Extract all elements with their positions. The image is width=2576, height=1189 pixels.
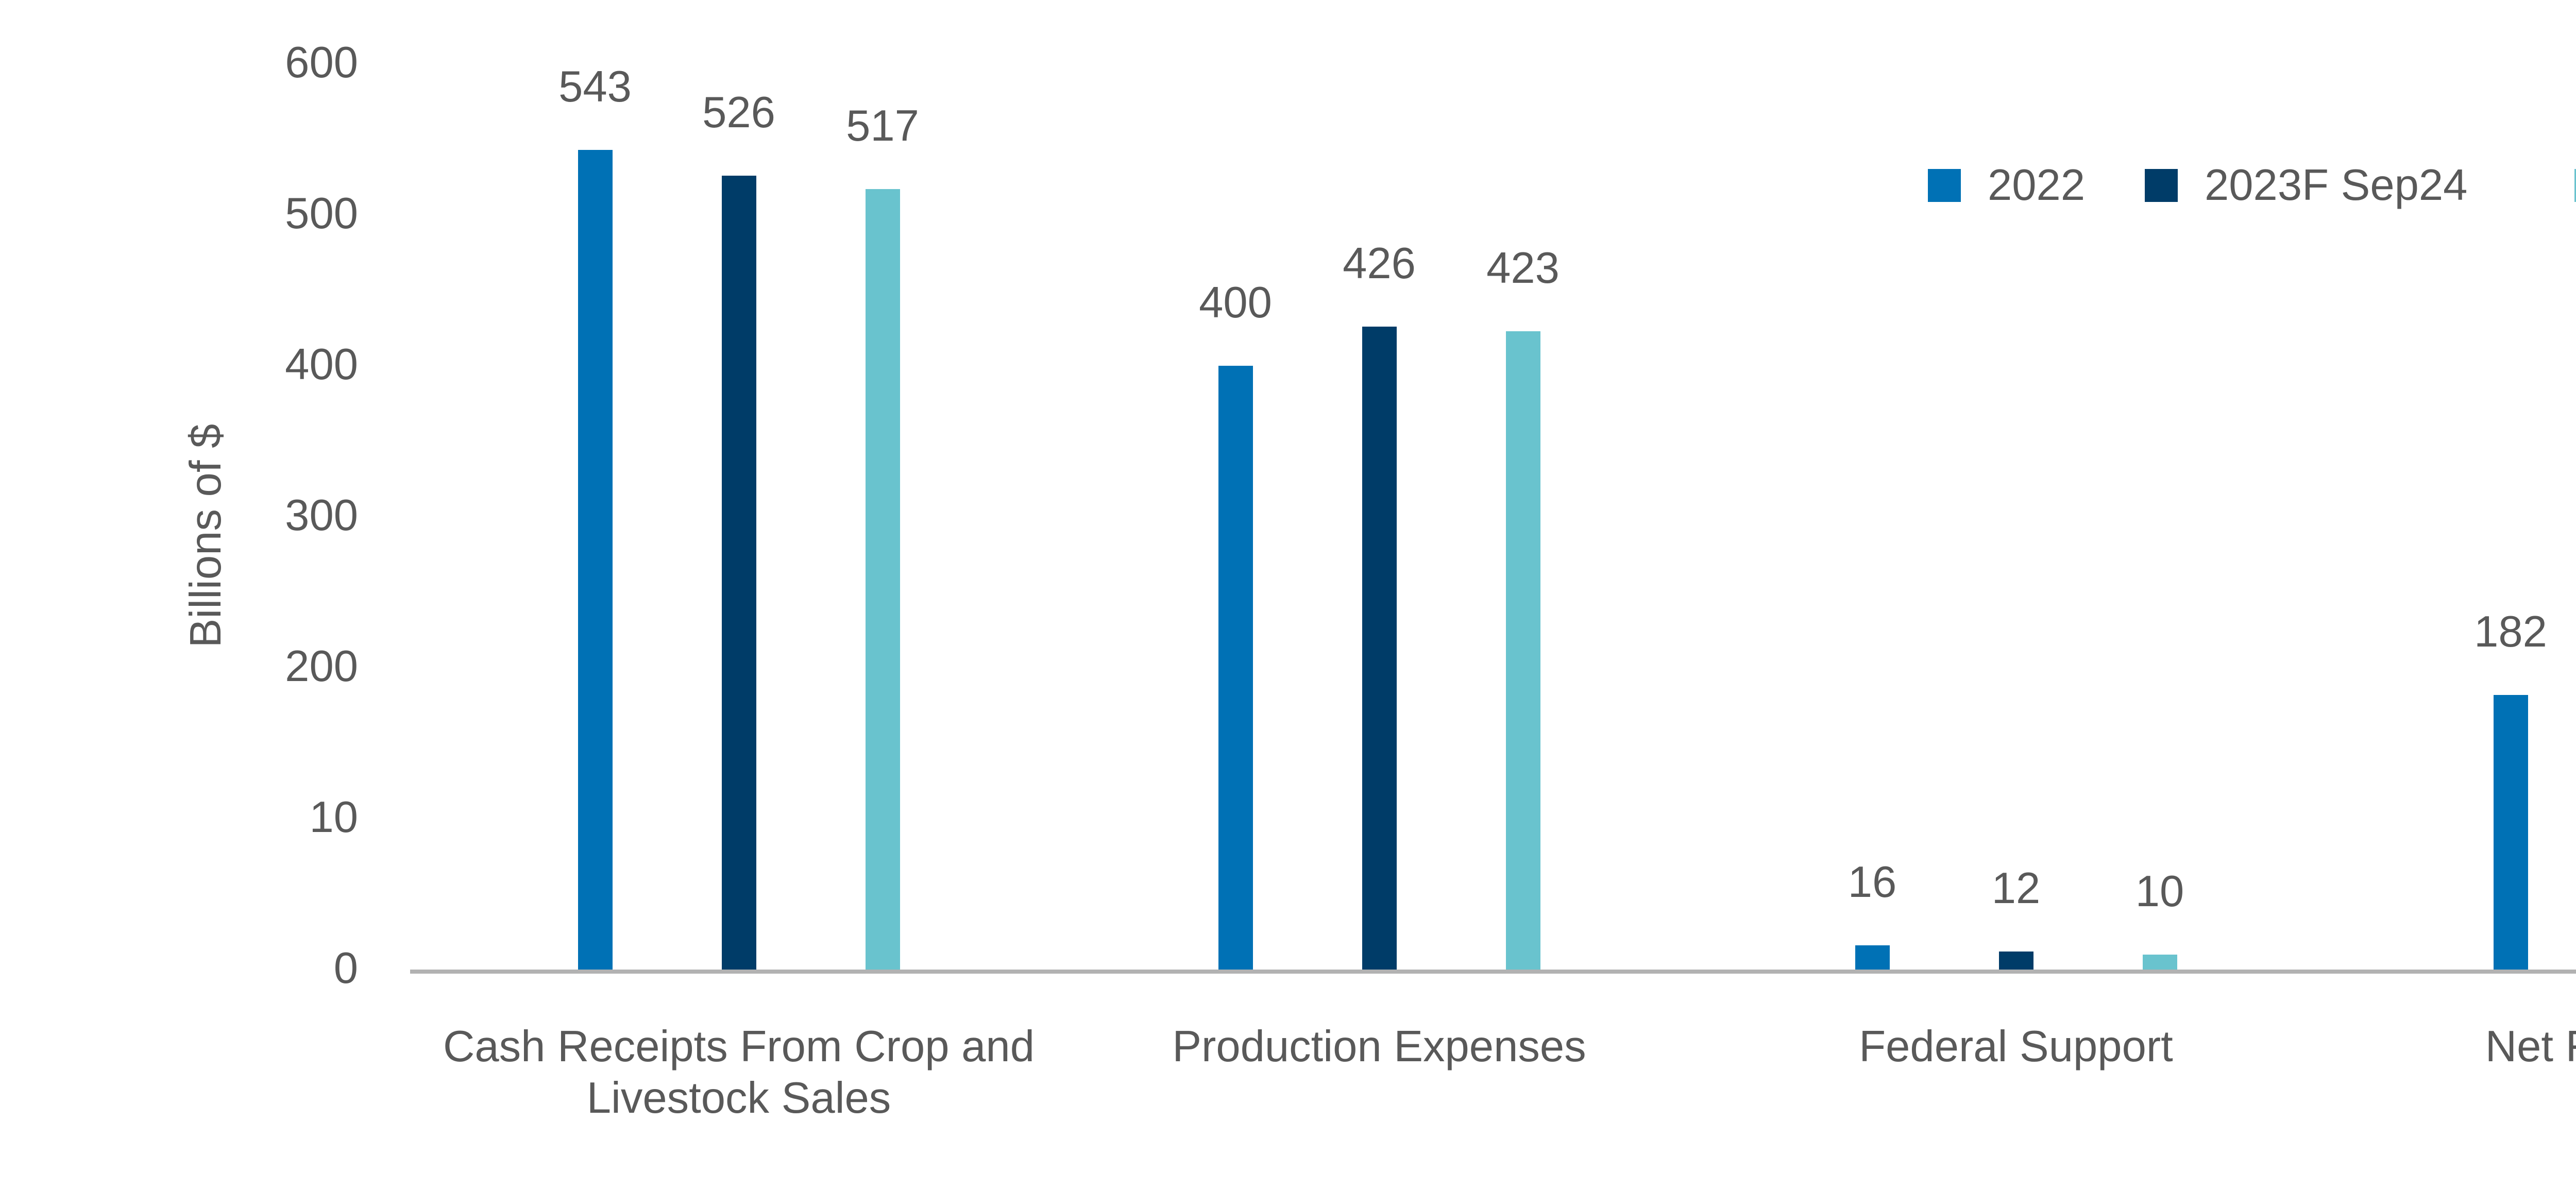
bar-value-label: 10 — [2135, 867, 2184, 916]
y-axis-tick-label: 400 — [285, 340, 358, 389]
x-axis-category-label: Federal Support — [1604, 1021, 2428, 1073]
y-axis-tick-label: 600 — [285, 38, 358, 87]
category-label-line: Production Expenses — [1172, 1022, 1586, 1071]
bar-2022 — [578, 150, 613, 970]
y-axis-tick-label: 200 — [285, 642, 358, 691]
y-axis-tick-label: 300 — [285, 491, 358, 540]
bar-2022 — [2493, 695, 2528, 970]
bar-2023f-sep24 — [721, 176, 756, 970]
legend-swatch-icon — [2574, 169, 2576, 202]
bar-2022 — [1855, 945, 1890, 970]
bar-2022 — [1218, 366, 1253, 970]
bar-value-label: 517 — [846, 101, 919, 150]
legend-item: 2024F Sep24 — [2574, 169, 2576, 202]
bar-value-label: 16 — [1848, 858, 1897, 907]
bar-value-label: 147 — [2551, 659, 2576, 710]
x-axis-category-label: Production Expenses — [967, 1021, 1791, 1073]
x-axis-category-label: Cash Receipts From Crop and Livestock Sal… — [327, 1021, 1151, 1124]
bar-2024f-sep24 — [865, 189, 900, 970]
legend-label: 2023F Sep24 — [2205, 161, 2468, 210]
bar-2024f-sep24 — [2142, 955, 2177, 970]
category-label-line: Federal Support — [1859, 1022, 2173, 1071]
bar-value-label: 182 — [2474, 607, 2547, 656]
legend-label: 2022 — [1988, 161, 2086, 210]
y-axis-tick-label: 0 — [333, 944, 358, 993]
category-label-line: Cash Receipts From Crop and — [443, 1022, 1035, 1071]
bar-value-label: 12 — [1991, 864, 2041, 913]
legend-swatch-icon — [1928, 169, 1961, 202]
x-axis-line — [410, 970, 2576, 974]
bar-value-label: 400 — [1199, 278, 1272, 327]
y-axis-tick-label: 10 — [309, 793, 358, 842]
bar-2023f-sep24 — [1998, 952, 2033, 970]
bar-value-label: 526 — [702, 88, 775, 137]
legend-item: 2023F Sep24 — [2145, 161, 2467, 210]
bar-value-label: 423 — [1486, 244, 1560, 293]
bar-value-label: 426 — [1343, 239, 1416, 288]
y-axis-tick-label: 500 — [285, 189, 358, 238]
x-axis-category-label: Net Farm Income — [2242, 1021, 2576, 1073]
bar-2023f-sep24 — [1362, 327, 1397, 970]
category-label-line: Livestock Sales — [586, 1074, 891, 1123]
category-label-line: Net Farm Income — [2485, 1022, 2576, 1071]
legend-swatch-icon — [2145, 169, 2178, 202]
bar-2024f-sep24 — [1505, 331, 1540, 970]
legend-item: 2022 — [1928, 161, 2085, 210]
bar-value-label: 543 — [558, 62, 632, 111]
